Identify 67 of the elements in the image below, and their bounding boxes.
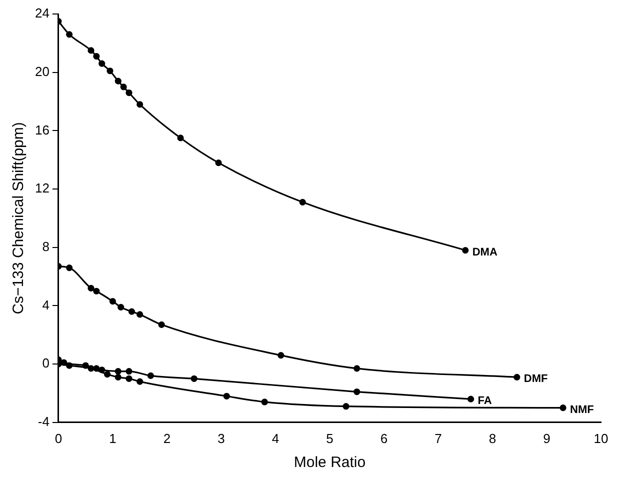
x-tick-label: 7	[434, 430, 442, 446]
point	[60, 359, 68, 366]
y-tick-label: 20	[34, 64, 50, 79]
y-tick-label: 24	[34, 6, 50, 21]
point	[126, 368, 132, 375]
point	[82, 362, 89, 369]
x-tick-label: 1	[109, 430, 116, 446]
point	[462, 246, 469, 254]
point	[114, 374, 122, 380]
x-tick-label: 10	[594, 430, 608, 446]
y-tick-label: -4	[38, 414, 50, 429]
point	[514, 374, 520, 380]
x-tick-label: 2	[163, 430, 171, 446]
point	[88, 284, 94, 292]
y-tick-label: 0	[42, 356, 50, 371]
point	[93, 288, 100, 294]
point	[261, 398, 268, 406]
point	[560, 404, 566, 412]
point	[215, 159, 222, 166]
x-tick-label: 9	[543, 430, 550, 446]
y-tick-label: 16	[34, 122, 50, 138]
point	[126, 375, 132, 382]
point	[98, 60, 106, 67]
series-label: DMA	[472, 246, 498, 258]
point	[88, 47, 94, 54]
point	[118, 304, 124, 310]
point	[136, 101, 144, 108]
point	[158, 321, 165, 328]
x-tick-label: 6	[380, 430, 388, 446]
point	[93, 365, 100, 372]
point	[126, 89, 132, 96]
point	[278, 352, 284, 359]
point	[467, 396, 474, 402]
point	[128, 308, 136, 315]
point	[114, 368, 122, 375]
y-tick-label: 8	[42, 238, 50, 254]
point	[106, 68, 114, 74]
point	[354, 388, 360, 396]
point	[136, 311, 144, 318]
point	[190, 375, 198, 382]
x-tick-label: 0	[54, 430, 62, 446]
x-axis-title: Mole Ratio	[294, 454, 366, 472]
series-label: DMF	[524, 373, 548, 386]
point	[66, 31, 73, 38]
point	[177, 134, 184, 142]
point	[114, 78, 122, 84]
y-axis-title: Cs−133 Chemical Shift(ppm)	[10, 122, 28, 314]
series-label: NMF	[570, 404, 594, 416]
series-label: FA	[478, 395, 492, 408]
point	[98, 366, 106, 374]
point	[223, 392, 230, 400]
point	[104, 370, 111, 378]
point	[109, 298, 116, 305]
x-tick-label: 3	[218, 430, 225, 446]
point	[66, 264, 73, 272]
x-tick-label: 5	[326, 430, 334, 446]
x-tick-label: 8	[488, 430, 496, 446]
y-tick-label: 4	[42, 297, 50, 312]
point	[147, 372, 154, 380]
point	[342, 403, 350, 410]
x-tick-label: 4	[272, 430, 280, 446]
point	[299, 198, 306, 206]
point	[120, 84, 127, 90]
point	[93, 53, 100, 60]
point	[354, 365, 360, 372]
point	[136, 378, 144, 385]
y-tick-label: 12	[34, 180, 50, 196]
